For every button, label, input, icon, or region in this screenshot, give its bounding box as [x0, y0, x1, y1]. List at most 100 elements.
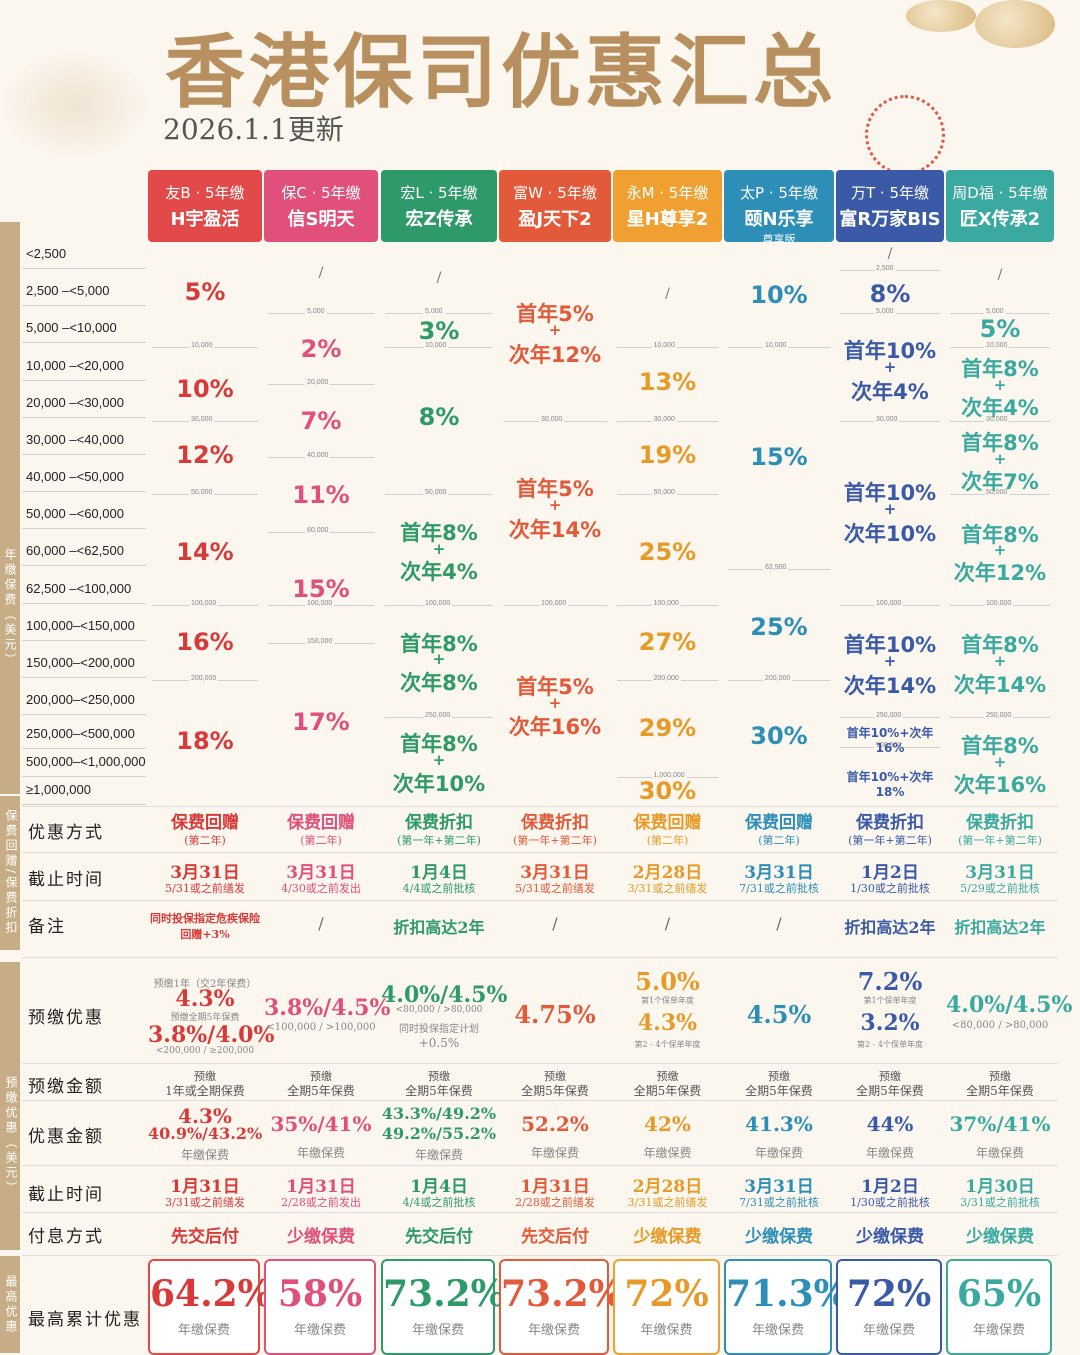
bound-label: 10,000 [423, 342, 449, 349]
rate-value: 首年5% [516, 301, 594, 326]
rate-value: 次年8% [400, 670, 478, 695]
deadline2-date: 1月31日 [170, 1177, 240, 1197]
table-divider [22, 1100, 1058, 1101]
discount-amount-line: 年缴保费 [296, 1146, 345, 1160]
discount-amount-line: 52.2% [521, 1112, 589, 1136]
bound-label: 50,000 [984, 489, 1010, 496]
bound-label: 10,000 [984, 342, 1010, 349]
rate-value: 首年8% [400, 731, 478, 756]
bound-label: 50,000 [651, 489, 677, 496]
method-sub: (第一年+第二年) [397, 834, 481, 847]
deadline2-note: 1/30或之前批核 [850, 1196, 930, 1209]
rate-value: 30% [638, 777, 697, 805]
rate-value: 次年12% [953, 560, 1047, 585]
deadline-date: 3月31日 [744, 863, 814, 883]
premium-band-label: 100,000–<150,000 [26, 618, 135, 633]
discount-amount-line: 49.2%/55.2% [381, 1124, 497, 1143]
company-header: 保C · 5年缴 信S明天 [264, 170, 378, 242]
row-label-discount_amount: 优惠金额 [28, 1127, 104, 1147]
interest-method: 先交后付 [521, 1227, 589, 1247]
total-value: 73.2% [501, 1273, 623, 1315]
method-title: 保费折扣 [521, 813, 589, 833]
bound-label: 250,000 [423, 712, 453, 719]
row-label-interest: 付息方式 [28, 1227, 104, 1247]
company-code: 周D福 · 5年缴 [952, 184, 1048, 202]
rate-value: 首年10%+次年16% [846, 726, 934, 755]
method-sub: (第二年) [300, 834, 342, 847]
rate-value: 3% [418, 317, 460, 345]
rate-value: 首年8% [961, 522, 1039, 547]
deadline2-note: 2/28或之前缮发 [515, 1196, 595, 1209]
deadline-note: 5/31或之前缮发 [165, 882, 245, 895]
row-divider [22, 603, 146, 604]
product-name: H宇盈活 [170, 209, 240, 230]
bound-label: 50,000 [189, 489, 215, 496]
update-date: 2026.1.1更新 [163, 113, 344, 146]
firework-icon [865, 95, 945, 175]
note-value: / [776, 914, 782, 933]
bound-label: 40,000 [305, 452, 331, 459]
method-title: 保费回赠 [171, 813, 239, 833]
bound-label: 200,000 [651, 675, 681, 682]
rate-value: 8% [418, 403, 460, 431]
premium-band-label: 200,000–<250,000 [26, 692, 135, 707]
rate-value: 次年4% [400, 559, 478, 584]
prepay-line: 第2 - 4个保单年度 [634, 1040, 701, 1049]
interest-method: 少缴保费 [966, 1227, 1034, 1247]
discount-amount-line: 年缴保费 [865, 1146, 914, 1160]
note-value: 折扣高达2年 [393, 918, 485, 937]
rate-value: / [997, 267, 1003, 283]
prepay-line: 第2 - 4个保单年度 [857, 1040, 923, 1049]
row-divider [22, 565, 146, 566]
rate-value: 首年5% [516, 674, 594, 699]
method-sub: (第二年) [646, 834, 689, 847]
premium-band-label: 60,000 –<62,500 [26, 543, 124, 558]
total-sub: 年缴保费 [177, 1323, 230, 1338]
rate-value: 14% [176, 538, 234, 566]
note-value: 同时投保指定危疾保险 回赠+3% [150, 912, 260, 941]
discount-amount-line: 40.9%/43.2% [148, 1124, 263, 1143]
premium-band-label: 2,500 –<5,000 [26, 283, 110, 298]
deadline-note: 1/30或之前批核 [850, 882, 930, 895]
interest-method: 少缴保费 [633, 1227, 702, 1247]
bound-label: 100,000 [874, 600, 904, 607]
prepay-line: 3.8%/4.0% [148, 1022, 275, 1048]
premium-band-label: 62,500 –<100,000 [26, 581, 132, 596]
bound-label: 60,000 [305, 527, 331, 534]
rate-value: 次年4% [961, 395, 1039, 420]
discount-amount-line: 年缴保费 [643, 1146, 692, 1160]
bound-label: 250,000 [874, 712, 904, 719]
rate-value: + [548, 320, 562, 339]
prepay-line: 第1个保单年度 [863, 996, 917, 1005]
rate-value: 首年10%+次年18% [846, 770, 934, 799]
rate-value: 次年14% [508, 517, 602, 542]
prepay-line: <80,000 / >80,000 [951, 1020, 1049, 1031]
bound-label: 5,000 [874, 308, 896, 315]
prepay-amount-sub: 全期5年保费 [521, 1084, 589, 1098]
prepay-amount-sub: 全期5年保费 [633, 1084, 702, 1098]
product-name: 颐N乐享 [744, 209, 814, 230]
row-label-deadline: 截止时间 [28, 870, 104, 890]
total-value: 73.2% [383, 1273, 505, 1315]
discount-amount-line: 年缴保费 [180, 1148, 229, 1162]
total-box: 73.2% 年缴保费 [499, 1259, 623, 1355]
rate-value: 首年8% [961, 356, 1039, 381]
deadline-note: 7/31或之前批核 [739, 882, 819, 895]
premium-band-label: 20,000 –<30,000 [26, 395, 124, 410]
row-divider [22, 776, 146, 777]
bound-label: 250,000 [984, 712, 1014, 719]
total-sub: 年缴保费 [527, 1323, 580, 1338]
deadline2-date: 1月4日 [410, 1177, 468, 1197]
interest-method: 少缴保费 [856, 1227, 924, 1247]
bound-label: 1,000,000 [651, 772, 687, 779]
company-code: 宏L · 5年缴 [400, 184, 478, 202]
rate-value: 15% [750, 443, 808, 471]
rate-value: 首年8% [961, 733, 1039, 758]
note-value: / [318, 914, 324, 933]
premium-band-label: 10,000 –<20,000 [26, 358, 124, 373]
prepay-line: 4.3% [637, 1010, 698, 1036]
rate-value: 次年16% [953, 772, 1047, 797]
total-box: 73.2% 年缴保费 [381, 1259, 505, 1355]
deadline-note: 5/31或之前缮发 [515, 882, 595, 895]
prepay-amount-title: 预缴 [879, 1070, 901, 1083]
